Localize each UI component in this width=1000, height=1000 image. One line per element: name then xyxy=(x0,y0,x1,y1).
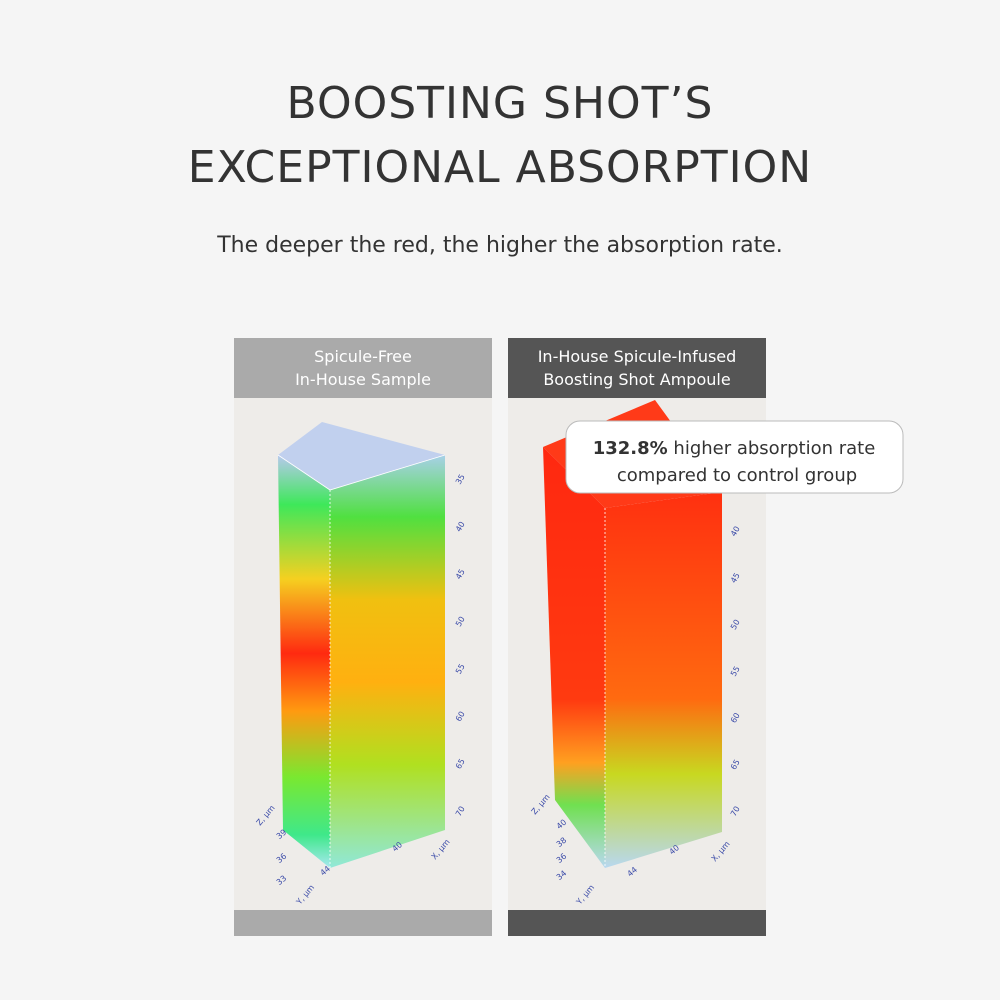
axis-tick-label: 45 xyxy=(454,568,467,581)
panel-label: Boosting Shot Ampoule xyxy=(543,370,730,389)
subtitle: The deeper the red, the higher the absor… xyxy=(216,233,783,258)
axis-tick-label: 40 xyxy=(729,525,742,538)
axis-tick-label: 50 xyxy=(729,618,742,631)
axis-tick-label: 60 xyxy=(454,710,467,723)
axis-tick-label: 70 xyxy=(454,805,467,818)
prism-side xyxy=(605,492,722,868)
panel-label: Spicule-Free xyxy=(314,347,412,366)
axis-tick-label: 35 xyxy=(454,473,467,486)
axis-tick-label: 60 xyxy=(729,711,742,724)
callout-box xyxy=(565,420,904,494)
axis-tick-label: 70 xyxy=(729,805,742,818)
prism-top xyxy=(278,422,445,490)
axis-tick-label: 50 xyxy=(454,615,467,628)
callout-value: 132.8% xyxy=(593,438,668,459)
title-line: EXCEPTIONAL ABSORPTION xyxy=(188,142,812,193)
axis-tick-label: 65 xyxy=(454,757,467,770)
axis-tick-label: 45 xyxy=(729,571,742,584)
prism-front xyxy=(278,455,330,868)
axis-tick-label: 40 xyxy=(454,520,467,533)
callout-line: higher absorption rate xyxy=(673,438,875,459)
title-line: BOOSTING SHOT’S xyxy=(287,78,714,129)
panel-label: In-House Sample xyxy=(295,370,431,389)
axis-tick-label: 55 xyxy=(729,665,742,678)
panel-label: In-House Spicule-Infused xyxy=(538,347,737,366)
panel-header xyxy=(234,338,492,398)
prism-side xyxy=(330,455,445,868)
panel-footer xyxy=(234,910,492,936)
callout-line: compared to control group xyxy=(617,465,857,486)
axis-tick-label: 55 xyxy=(454,662,467,675)
panel-header xyxy=(508,338,766,398)
axis-tick-label: 65 xyxy=(729,758,742,771)
callout-text: 132.8% higher absorption rate xyxy=(593,438,876,459)
panel-footer xyxy=(508,910,766,936)
prism-front xyxy=(543,447,605,868)
